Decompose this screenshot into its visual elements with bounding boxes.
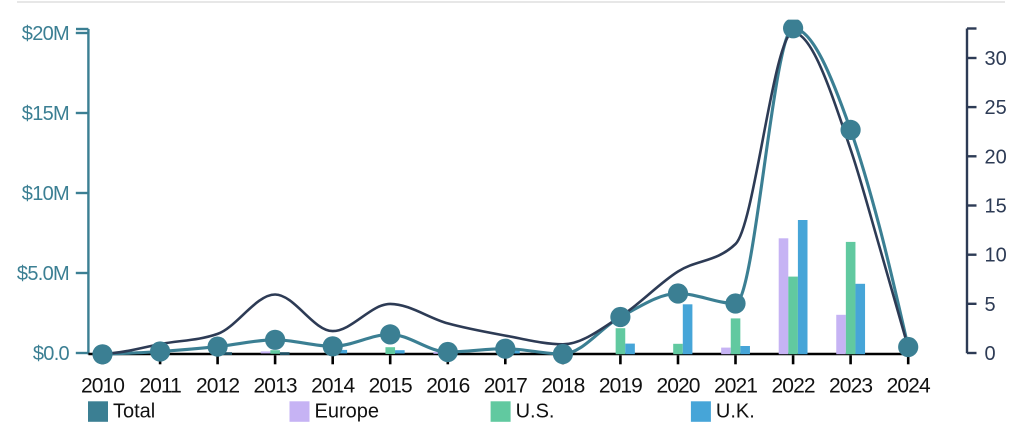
svg-text:15: 15 (985, 196, 1007, 218)
svg-text:2010: 2010 (81, 375, 124, 398)
svg-text:0: 0 (985, 343, 996, 365)
svg-text:$0.0: $0.0 (33, 343, 70, 365)
svg-text:5: 5 (985, 294, 996, 316)
svg-text:30: 30 (985, 48, 1007, 70)
svg-text:2023: 2023 (829, 375, 872, 398)
svg-text:$10M: $10M (22, 183, 69, 205)
svg-text:25: 25 (985, 97, 1007, 119)
svg-text:$20M: $20M (22, 23, 69, 45)
svg-text:2011: 2011 (139, 375, 181, 398)
svg-text:Europe: Europe (315, 401, 380, 423)
svg-text:2024: 2024 (887, 375, 931, 398)
svg-text:$5.0M: $5.0M (17, 263, 69, 285)
svg-text:2022: 2022 (772, 375, 815, 398)
svg-text:10: 10 (985, 245, 1007, 267)
svg-text:2017: 2017 (484, 375, 527, 398)
svg-text:2013: 2013 (254, 375, 297, 398)
svg-text:2016: 2016 (426, 375, 469, 398)
svg-text:$15M: $15M (22, 103, 69, 125)
svg-text:U.K.: U.K. (716, 401, 755, 423)
svg-text:2021: 2021 (714, 375, 757, 398)
svg-text:2012: 2012 (196, 375, 239, 398)
svg-text:2018: 2018 (541, 375, 584, 398)
svg-text:2020: 2020 (656, 375, 699, 398)
svg-text:U.S.: U.S. (516, 401, 555, 423)
svg-text:20: 20 (985, 146, 1007, 168)
svg-text:2019: 2019 (599, 375, 642, 398)
svg-text:2014: 2014 (311, 375, 355, 398)
svg-text:Total: Total (113, 401, 155, 423)
svg-text:2015: 2015 (369, 375, 412, 398)
